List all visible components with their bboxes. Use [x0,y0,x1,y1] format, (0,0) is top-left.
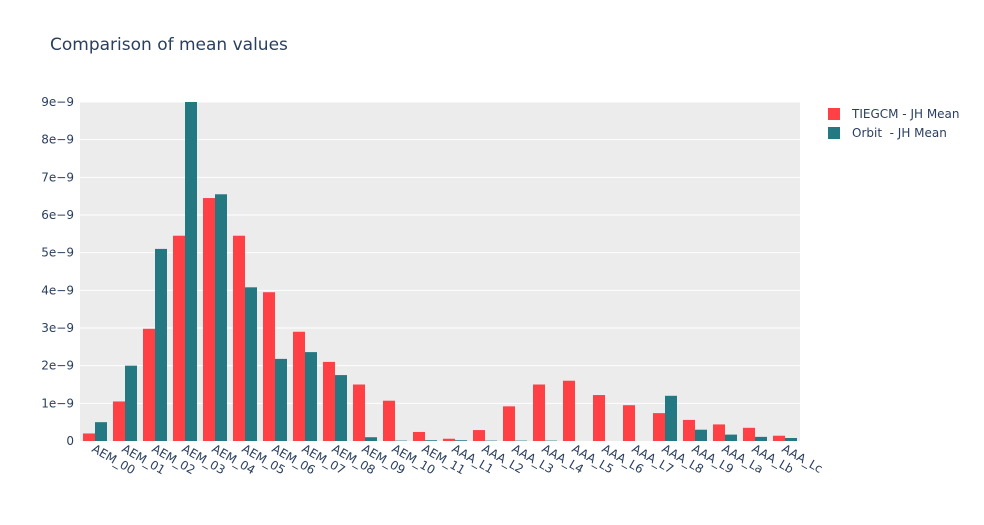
legend-swatch-orbit[interactable] [828,127,840,139]
bar-tiegcm-aaa_l6[interactable] [593,395,605,441]
bar-orbit-aem_08[interactable] [335,375,347,441]
bar-tiegcm-aaa_l9[interactable] [683,419,695,441]
y-tick-label: 5e−9 [41,246,74,260]
bar-tiegcm-aem_03[interactable] [173,235,185,441]
bar-tiegcm-aem_10[interactable] [383,400,395,441]
bar-orbit-aem_06[interactable] [275,358,287,441]
chart-title: Comparison of mean values [50,35,288,55]
legend-label-tiegcm[interactable]: TIEGCM - JH Mean [851,107,960,121]
bar-orbit-aem_09[interactable] [365,437,377,441]
bar-tiegcm-aem_05[interactable] [233,235,245,441]
bar-tiegcm-aaa_lb[interactable] [743,427,755,441]
legend: TIEGCM - JH Mean Orbit - JH Mean [828,107,960,140]
bar-orbit-aem_03[interactable] [185,102,197,441]
bar-tiegcm-aem_00[interactable] [83,433,95,441]
bar-orbit-aem_02[interactable] [155,248,167,441]
bar-orbit-aaa_l9[interactable] [695,429,707,441]
y-tick-label: 6e−9 [41,208,74,222]
y-tick-label: 3e−9 [41,321,74,335]
bar-tiegcm-aaa_lc[interactable] [773,435,785,441]
legend-label-orbit[interactable]: Orbit - JH Mean [852,126,947,140]
gridlines [80,101,800,404]
bar-tiegcm-aem_06[interactable] [263,292,275,441]
bar-tiegcm-aem_11[interactable] [413,431,425,441]
plot-background [80,102,800,441]
bar-tiegcm-aem_08[interactable] [323,361,335,441]
bar-orbit-aaa_lb[interactable] [755,436,767,441]
bar-tiegcm-aaa_l2[interactable] [473,430,485,441]
bar-orbit-aem_11[interactable] [425,440,437,441]
bar-tiegcm-aem_04[interactable] [203,198,215,441]
bar-tiegcm-aaa_la[interactable] [713,424,725,441]
bar-tiegcm-aaa_l7[interactable] [623,405,635,441]
bar-orbit-aem_05[interactable] [245,287,257,441]
bar-tiegcm-aaa_l3[interactable] [503,406,515,441]
legend-swatch-tiegcm[interactable] [828,108,840,120]
bar-orbit-aem_04[interactable] [215,194,227,441]
y-tick-label: 8e−9 [41,133,74,147]
y-tick-label: 2e−9 [41,359,74,373]
bar-orbit-aem_07[interactable] [305,352,317,441]
bar-tiegcm-aem_01[interactable] [113,401,125,441]
y-tick-label: 7e−9 [41,170,74,184]
bar-tiegcm-aaa_l4[interactable] [533,384,545,442]
bar-orbit-aaa_l8[interactable] [665,395,677,441]
bars [83,102,797,441]
bar-tiegcm-aaa_l8[interactable] [653,413,665,441]
bar-orbit-aem_01[interactable] [125,365,137,441]
bar-orbit-aem_00[interactable] [95,422,107,441]
y-tick-label: 1e−9 [41,396,74,410]
y-tick-label: 0 [66,434,74,448]
bar-orbit-aaa_l1[interactable] [455,440,467,441]
bar-orbit-aaa_la[interactable] [725,434,737,441]
bar-tiegcm-aem_07[interactable] [293,331,305,441]
bar-tiegcm-aem_09[interactable] [353,384,365,442]
y-tick-label: 4e−9 [41,283,74,297]
bar-orbit-aaa_lc[interactable] [785,437,797,441]
y-axis-ticks: 0 1e−9 2e−9 3e−9 4e−9 5e−9 6e−9 7e−9 8e−9 9e−9 [41,95,74,448]
bar-tiegcm-aaa_l5[interactable] [563,380,575,441]
x-axis-ticks: AEM_00AEM_01AEM_02AEM_03AEM_04AEM_05AEM_… [90,441,826,477]
bar-tiegcm-aem_02[interactable] [143,328,155,441]
y-tick-label: 9e−9 [41,95,74,109]
bar-tiegcm-aaa_l1[interactable] [443,438,455,441]
